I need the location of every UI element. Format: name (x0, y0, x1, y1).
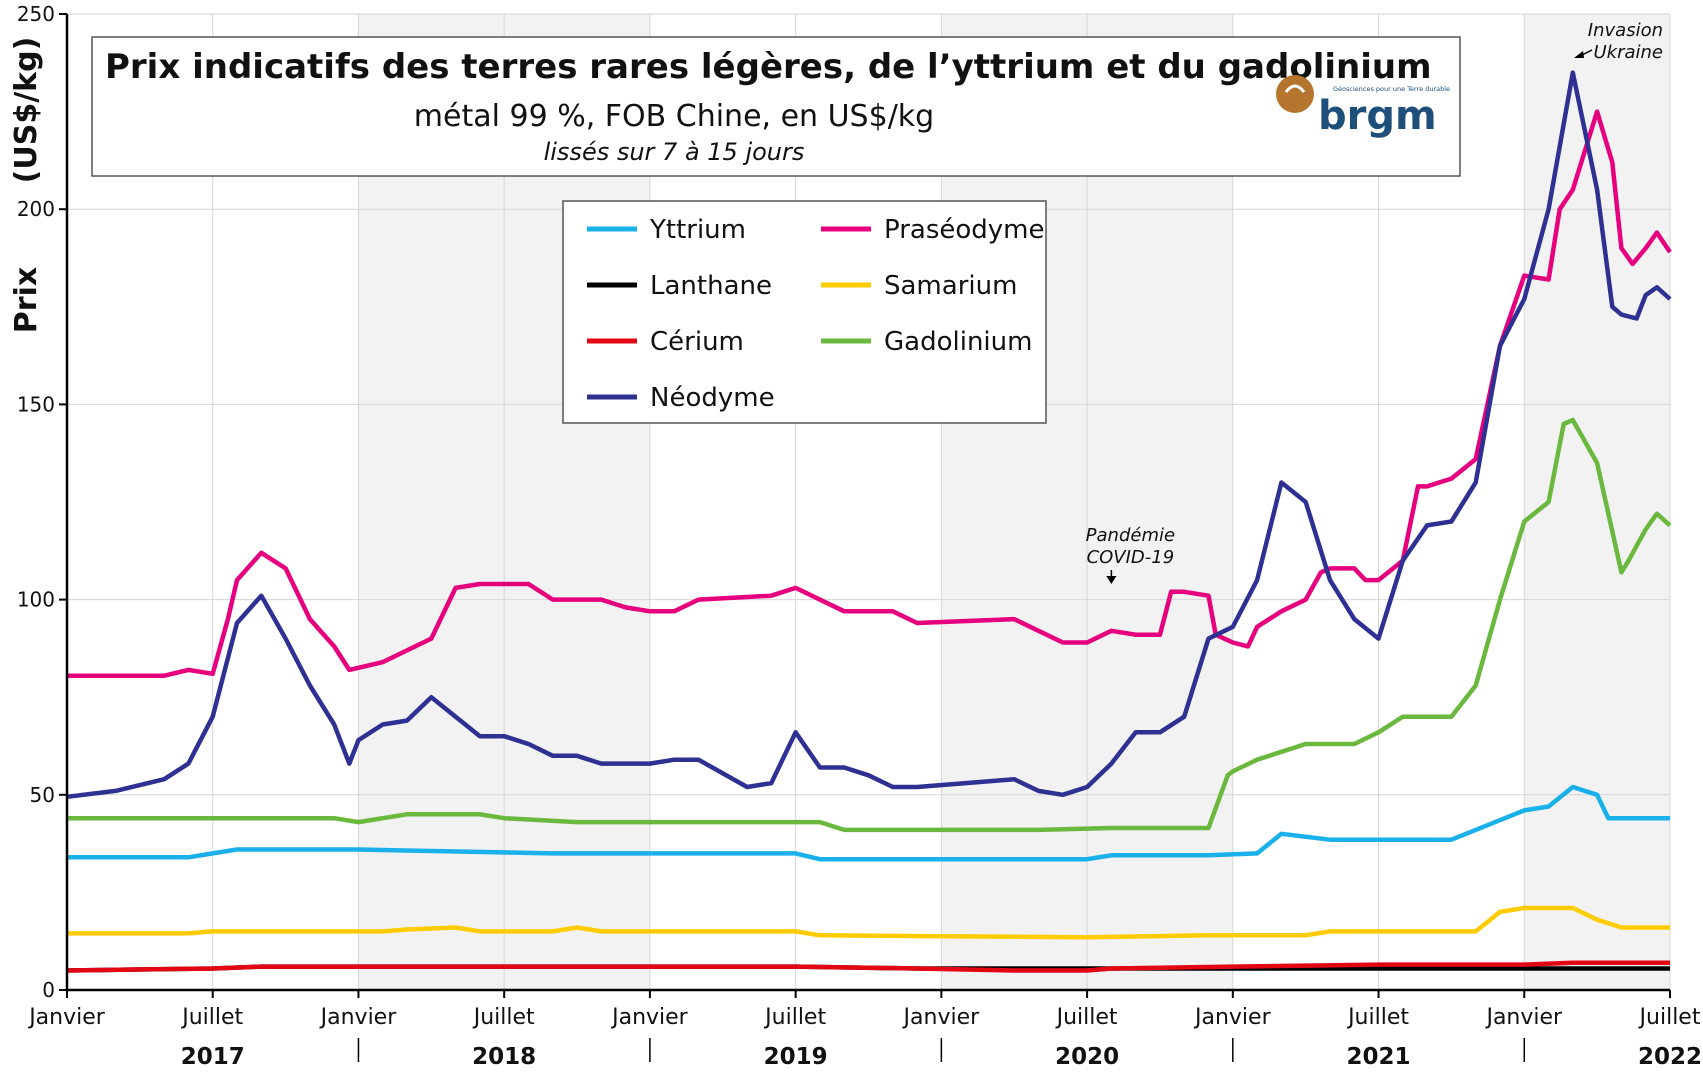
legend-label: Praséodyme (884, 215, 1045, 245)
year-label: 2021 (1347, 1044, 1411, 1070)
legend-label: Gadolinium (884, 327, 1032, 357)
x-tick-label: Janvier (1484, 1005, 1563, 1030)
chart-note: lissés sur 7 à 15 jours (544, 138, 805, 166)
x-tick-label: Janvier (610, 1005, 689, 1030)
legend: Yttrium Praséodyme Lanthane Samarium Cérium G… (562, 200, 1047, 424)
series-line-gadolinium (67, 417, 1672, 833)
annotation-text: Pandémie (1086, 525, 1175, 546)
annotation-text: Invasion (1588, 20, 1663, 41)
legend-label: Samarium (884, 271, 1017, 301)
series-line-yttrium (67, 784, 1670, 862)
annotation-text: COVID-19 (1087, 547, 1175, 568)
series-lines (66, 70, 1672, 973)
x-tick-label: Juillet (763, 1005, 826, 1030)
year-label: 2020 (1055, 1044, 1119, 1070)
y-tick-label: 150 (17, 392, 55, 416)
year-label: 2022 (1638, 1044, 1702, 1070)
series-line-cérium (66, 960, 1670, 973)
y-tick-label: 100 (17, 588, 55, 612)
logo-text: brgm (1318, 93, 1437, 139)
logo-circle-icon (1276, 75, 1314, 113)
chart-subtitle: métal 99 %, FOB Chine, en US$/kg (414, 99, 934, 134)
annotation-text: Ukraine (1593, 42, 1663, 63)
axes: 0 50 100 150 200 250 Janvier Juillet Janvier Juil… (17, 2, 1702, 1070)
x-tick-label: Juillet (472, 1005, 535, 1030)
y-tick-label: 250 (17, 2, 55, 26)
year-label: 2018 (472, 1044, 536, 1070)
x-tick-label: Juillet (180, 1005, 243, 1030)
y-tick-label: 200 (17, 197, 55, 221)
arrow-head-icon (1106, 576, 1117, 584)
series-line-néodyme (66, 70, 1672, 800)
x-tick-label: Juillet (1638, 1005, 1701, 1030)
legend-label: Cérium (650, 327, 744, 357)
legend-label: Néodyme (650, 383, 775, 413)
x-tick-label: Juillet (1346, 1005, 1409, 1030)
x-tick-label: Janvier (27, 1005, 106, 1030)
logo-tagline: Géosciences pour une Terre durable (1333, 85, 1450, 93)
arrow-head-icon (1574, 51, 1584, 58)
logo-wave-icon (1284, 84, 1306, 93)
x-tick-label: Janvier (902, 1005, 981, 1030)
title-box (91, 36, 1461, 177)
year-label: 2017 (181, 1044, 245, 1070)
y-axis-unit: (US$/kg) (9, 37, 44, 184)
y-tick-label: 0 (42, 978, 55, 1002)
legend-label: Yttrium (649, 215, 746, 245)
y-axis-label: Prix (9, 267, 44, 333)
x-tick-label: Juillet (1055, 1005, 1118, 1030)
x-tick-label: Janvier (319, 1005, 398, 1030)
series-line-samarium (67, 905, 1670, 940)
legend-box (562, 200, 1047, 424)
year-label: 2019 (764, 1044, 828, 1070)
y-tick-label: 50 (30, 783, 55, 807)
brgm-logo: brgm Géosciences pour une Terre durable (1276, 75, 1450, 139)
chart-title: Prix indicatifs des terres rares légères… (105, 47, 1432, 87)
x-tick-label: Janvier (1193, 1005, 1272, 1030)
legend-label: Lanthane (650, 271, 772, 301)
